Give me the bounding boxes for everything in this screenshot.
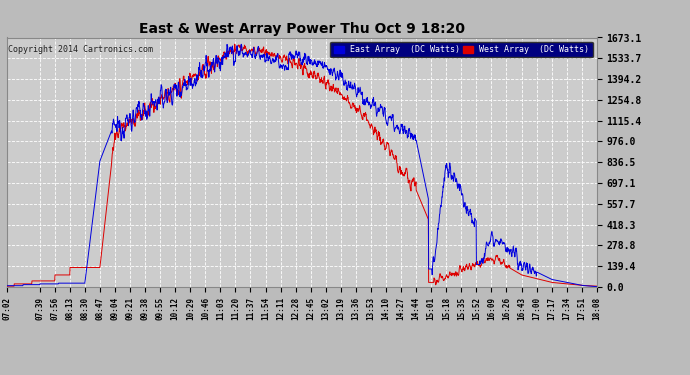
Text: Copyright 2014 Cartronics.com: Copyright 2014 Cartronics.com xyxy=(8,45,153,54)
Legend: East Array  (DC Watts), West Array  (DC Watts): East Array (DC Watts), West Array (DC Wa… xyxy=(331,42,593,57)
Title: East & West Array Power Thu Oct 9 18:20: East & West Array Power Thu Oct 9 18:20 xyxy=(139,22,465,36)
